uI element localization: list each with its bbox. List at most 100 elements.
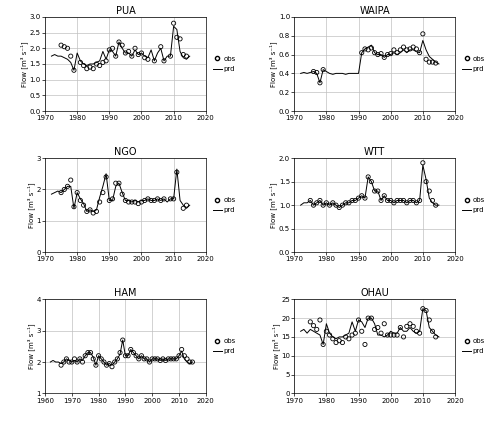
Point: [118, 191, 126, 198]
Point: [380, 192, 388, 199]
Point: [134, 200, 142, 207]
Title: OHAU: OHAU: [360, 288, 389, 299]
Point: [358, 49, 366, 56]
Point: [70, 203, 78, 210]
Title: NGO: NGO: [114, 147, 136, 157]
Point: [335, 337, 343, 344]
Point: [147, 197, 155, 204]
Point: [319, 66, 327, 73]
Point: [73, 359, 81, 365]
Point: [140, 355, 148, 362]
Point: [310, 68, 318, 75]
Point: [112, 180, 120, 187]
Point: [102, 58, 110, 64]
Point: [106, 197, 114, 204]
Point: [138, 352, 145, 359]
Point: [84, 349, 92, 356]
Point: [412, 328, 420, 335]
Point: [60, 43, 68, 50]
Point: [89, 210, 97, 217]
Point: [102, 173, 110, 180]
Point: [122, 352, 130, 359]
Point: [384, 332, 392, 338]
Point: [175, 352, 183, 359]
Point: [99, 189, 107, 196]
Point: [76, 355, 84, 362]
Point: [108, 195, 116, 202]
Point: [393, 197, 401, 204]
Point: [412, 199, 420, 206]
Point: [412, 46, 420, 52]
Point: [138, 49, 145, 56]
Title: PUA: PUA: [116, 6, 136, 16]
Point: [132, 352, 140, 359]
Point: [127, 346, 135, 353]
Point: [396, 47, 404, 53]
Point: [172, 355, 180, 362]
Point: [326, 202, 334, 209]
Point: [60, 186, 68, 193]
Point: [370, 49, 378, 56]
Point: [306, 319, 314, 325]
Point: [78, 359, 86, 365]
Point: [118, 337, 126, 343]
Point: [370, 188, 378, 195]
Point: [99, 59, 107, 66]
Point: [396, 324, 404, 331]
Point: [396, 197, 404, 204]
Point: [182, 202, 190, 209]
Point: [419, 30, 427, 37]
Point: [106, 47, 114, 53]
Title: WAIPA: WAIPA: [360, 6, 390, 16]
Point: [57, 362, 65, 368]
Point: [86, 206, 94, 213]
Point: [342, 333, 349, 340]
Point: [89, 355, 97, 362]
Point: [166, 195, 174, 202]
Point: [89, 65, 97, 72]
Point: [332, 202, 340, 209]
Point: [345, 199, 353, 206]
Point: [108, 363, 116, 370]
Point: [409, 197, 417, 204]
Point: [409, 323, 417, 330]
Point: [154, 195, 162, 202]
Point: [92, 208, 100, 215]
Point: [345, 335, 353, 342]
Point: [170, 20, 177, 27]
Y-axis label: Flow [m³ s⁻¹]: Flow [m³ s⁻¹]: [270, 41, 278, 87]
Point: [140, 197, 148, 204]
Point: [170, 355, 177, 362]
Point: [70, 355, 78, 362]
Point: [114, 355, 122, 362]
Point: [115, 38, 123, 45]
Point: [170, 195, 177, 202]
Point: [416, 330, 424, 337]
Point: [370, 326, 378, 333]
Point: [428, 59, 436, 66]
Point: [312, 69, 320, 76]
Point: [157, 197, 165, 204]
Point: [131, 45, 139, 52]
Point: [322, 199, 330, 206]
Point: [86, 349, 94, 356]
Point: [419, 159, 427, 166]
Point: [73, 189, 81, 196]
Point: [156, 357, 164, 364]
Point: [180, 51, 188, 58]
Point: [306, 197, 314, 204]
Point: [70, 67, 78, 74]
Point: [80, 202, 88, 209]
Point: [384, 51, 392, 58]
Point: [96, 62, 104, 69]
Point: [428, 328, 436, 335]
Point: [377, 330, 385, 337]
Point: [432, 333, 440, 340]
Point: [361, 195, 369, 201]
Point: [106, 360, 114, 367]
Point: [57, 42, 65, 49]
Point: [66, 177, 74, 184]
Point: [128, 199, 136, 206]
Point: [138, 199, 145, 206]
Y-axis label: Flow [m³ s⁻¹]: Flow [m³ s⁻¹]: [272, 324, 280, 369]
